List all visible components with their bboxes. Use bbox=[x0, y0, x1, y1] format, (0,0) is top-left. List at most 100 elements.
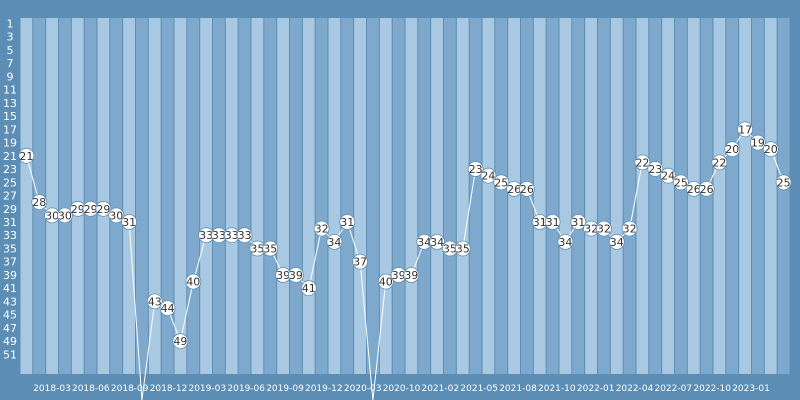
y-tick-label: 37 bbox=[3, 256, 17, 269]
grid-band bbox=[675, 18, 687, 374]
data-label: 35 bbox=[456, 243, 470, 256]
grid-band bbox=[238, 18, 251, 374]
data-label: 20 bbox=[725, 143, 739, 156]
x-tick-label: 2021-10 bbox=[538, 384, 576, 394]
data-point bbox=[18, 147, 35, 164]
data-point bbox=[326, 233, 343, 250]
y-tick-label: 19 bbox=[3, 137, 17, 150]
data-label: 41 bbox=[302, 282, 316, 295]
grid-band bbox=[213, 18, 225, 374]
grid-band bbox=[71, 18, 84, 374]
data-point bbox=[313, 220, 330, 237]
data-label: 39 bbox=[392, 269, 406, 282]
x-tick-label: 2022-07 bbox=[654, 384, 692, 394]
y-tick-label: 47 bbox=[3, 322, 17, 335]
data-label: 40 bbox=[379, 276, 393, 289]
data-point bbox=[95, 200, 112, 217]
x-tick-label: 2019-06 bbox=[227, 384, 265, 394]
y-tick-label: 9 bbox=[7, 70, 14, 83]
data-point bbox=[403, 267, 420, 283]
grid-band bbox=[354, 18, 366, 374]
grid-band bbox=[752, 18, 764, 374]
data-label: 34 bbox=[417, 236, 431, 249]
grid-band bbox=[469, 18, 482, 374]
y-tick-label: 3 bbox=[7, 31, 14, 44]
data-label: 30 bbox=[45, 209, 59, 222]
data-label: 24 bbox=[661, 170, 675, 183]
x-tick-label: 2022-10 bbox=[693, 384, 731, 394]
data-point bbox=[775, 174, 792, 191]
grid-band bbox=[97, 18, 110, 374]
data-label: 25 bbox=[777, 176, 791, 189]
data-point bbox=[750, 134, 766, 151]
grid-band bbox=[225, 18, 238, 374]
data-label: 23 bbox=[648, 163, 662, 176]
data-label: 29 bbox=[71, 203, 85, 216]
grid-band bbox=[764, 18, 777, 374]
grid-band bbox=[328, 18, 341, 374]
y-tick-label: 7 bbox=[7, 57, 14, 70]
data-label: 35 bbox=[250, 243, 264, 256]
data-label: 29 bbox=[96, 203, 110, 216]
data-label: 33 bbox=[199, 229, 213, 242]
y-tick-label: 39 bbox=[3, 269, 17, 282]
data-label: 31 bbox=[122, 216, 136, 229]
data-label: 34 bbox=[430, 236, 444, 249]
series-points: 2128303029292930314344494033333333353539… bbox=[18, 121, 792, 350]
x-tick-label: 2022-01 bbox=[577, 384, 615, 394]
data-point bbox=[352, 253, 369, 270]
data-point bbox=[377, 273, 394, 290]
x-tick-label: 2020-10 bbox=[383, 384, 421, 394]
grid-band bbox=[636, 18, 649, 374]
y-tick-label: 11 bbox=[3, 84, 17, 97]
grid-band bbox=[187, 18, 200, 374]
x-tick-label: 2018-06 bbox=[72, 384, 110, 394]
grid-band bbox=[290, 18, 302, 374]
data-label: 32 bbox=[623, 223, 637, 236]
grid-band bbox=[456, 18, 469, 374]
grid-band bbox=[559, 18, 572, 374]
y-tick-label: 21 bbox=[3, 150, 17, 163]
data-label: 24 bbox=[481, 170, 495, 183]
data-point bbox=[596, 220, 612, 237]
grid-band bbox=[161, 18, 174, 374]
x-tick-label: 2019-12 bbox=[305, 384, 343, 394]
grid-band bbox=[649, 18, 662, 374]
data-point bbox=[570, 214, 587, 230]
data-point bbox=[108, 207, 125, 224]
data-label: 39 bbox=[289, 269, 303, 282]
grid-band bbox=[367, 18, 379, 374]
grid-band bbox=[110, 18, 123, 374]
data-point bbox=[737, 121, 753, 138]
data-point bbox=[57, 207, 73, 224]
data-point bbox=[621, 220, 638, 237]
grid-band bbox=[148, 18, 161, 374]
x-tick-label: 2019-09 bbox=[266, 384, 304, 394]
data-label: 22 bbox=[712, 156, 726, 169]
grid-band bbox=[598, 18, 610, 374]
data-label: 26 bbox=[507, 183, 521, 196]
grid-band bbox=[713, 18, 726, 374]
x-axis: 2018-03 2018-06 2018-09 2018-12 2019-03 2019-… bbox=[33, 384, 770, 394]
data-point bbox=[454, 240, 471, 257]
data-label: 34 bbox=[327, 236, 341, 249]
grid-band bbox=[662, 18, 674, 374]
y-tick-label: 43 bbox=[3, 295, 17, 308]
grid-band bbox=[482, 18, 495, 374]
grid-band bbox=[495, 18, 508, 374]
grid-band bbox=[392, 18, 405, 374]
y-tick-label: 25 bbox=[3, 176, 17, 189]
y-tick-label: 33 bbox=[3, 229, 17, 242]
data-label: 32 bbox=[315, 223, 329, 236]
grid-band bbox=[315, 18, 328, 374]
data-label: 29 bbox=[84, 203, 98, 216]
x-tick-label: 2018-03 bbox=[33, 384, 71, 394]
data-point bbox=[262, 240, 279, 257]
grid-band bbox=[277, 18, 289, 374]
y-axis: 1357911131517192123252729313335373941434… bbox=[3, 17, 17, 361]
data-label: 30 bbox=[109, 209, 123, 222]
grid-bands bbox=[20, 18, 790, 374]
data-point bbox=[762, 141, 779, 158]
y-tick-label: 29 bbox=[3, 203, 17, 216]
